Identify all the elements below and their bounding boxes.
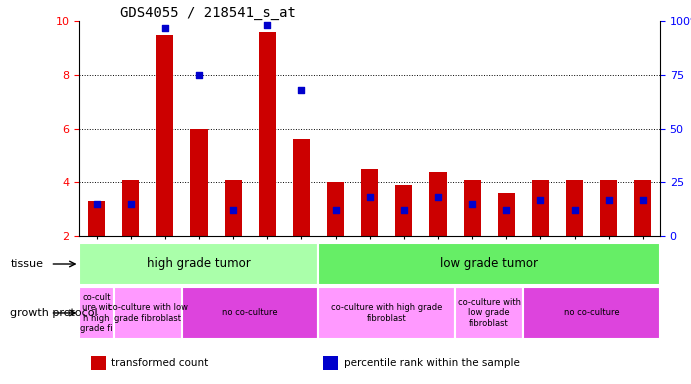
Text: tissue: tissue [10,259,44,269]
Bar [156,35,173,236]
Bar [429,172,446,236]
Bar [113,287,182,339]
Bar [319,243,660,285]
Bar [182,287,319,339]
Text: co-culture with high grade
fibroblast: co-culture with high grade fibroblast [331,303,442,323]
Point [296,87,307,93]
Point [262,22,273,28]
Bar [323,356,338,370]
Bar [225,180,242,236]
Text: transformed count: transformed count [111,358,209,368]
Bar [523,287,660,339]
Point [193,72,205,78]
Bar [566,180,583,236]
Bar [191,129,207,236]
Bar [88,201,105,236]
Bar [464,180,481,236]
Bar [258,32,276,236]
Text: growth protocol: growth protocol [10,308,98,318]
Bar [327,182,344,236]
Bar [122,180,139,236]
Bar [455,287,523,339]
Text: percentile rank within the sample: percentile rank within the sample [343,358,520,368]
Point [466,201,477,207]
Point [535,197,546,203]
Bar [634,180,652,236]
Bar [395,185,413,236]
Point [91,201,102,207]
Text: GDS4055 / 218541_s_at: GDS4055 / 218541_s_at [120,6,296,20]
Bar [79,243,319,285]
Text: high grade tumor: high grade tumor [147,258,251,270]
Bar [600,180,617,236]
Bar [361,169,378,236]
Point [125,201,136,207]
Text: no co-culture: no co-culture [223,308,278,318]
Point [227,207,238,214]
Point [569,207,580,214]
Point [501,207,512,214]
Point [637,197,648,203]
Text: co-culture with
low grade
fibroblast: co-culture with low grade fibroblast [457,298,521,328]
Bar [532,180,549,236]
Point [433,194,444,200]
Bar [91,356,106,370]
Point [330,207,341,214]
Point [160,25,171,31]
Point [603,197,614,203]
Text: co-culture with low
grade fibroblast: co-culture with low grade fibroblast [108,303,188,323]
Point [398,207,409,214]
Text: low grade tumor: low grade tumor [440,258,538,270]
Bar [498,193,515,236]
Bar [293,139,310,236]
Bar [79,287,113,339]
Point [364,194,375,200]
Text: no co-culture: no co-culture [564,308,619,318]
Text: co-cult
ure wit
h high
grade fi: co-cult ure wit h high grade fi [80,293,113,333]
Bar [319,287,455,339]
